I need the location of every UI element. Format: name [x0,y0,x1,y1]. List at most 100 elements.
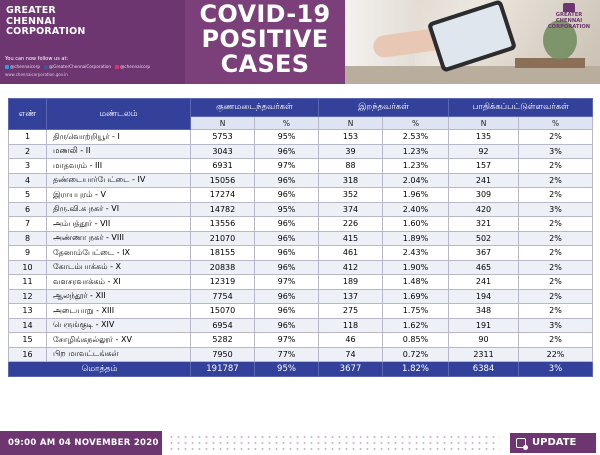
header-zone: மண்டலம் [46,98,191,130]
corporation-logo: GREATER CHENNAI CORPORATION [542,3,596,30]
row-dth-pct: 1.89% [381,230,450,246]
row-rec-n: 7950 [190,346,255,362]
row-zone: அம்பத்தூர் - VII [46,216,191,232]
row-rec-n: 14782 [190,201,255,217]
total-dth-pct: 1.82% [381,361,450,377]
row-dth-pct: 1.90% [381,259,450,275]
row-rec-n: 17274 [190,187,255,203]
total-row: மொத்தம் 191787 95% 3677 1.82% 6384 3% [8,361,594,377]
row-dth-n: 118 [318,317,383,333]
row-rec-pct: 96% [254,187,319,203]
row-act-n: 194 [448,288,520,304]
row-rec-pct: 95% [254,201,319,217]
social-twitter[interactable]: @chennaicorp [5,64,40,69]
table-row: 1 திருவொற்றியூர் - I 5753 95% 153 2.53% 135 2% [8,129,594,145]
row-dth-pct: 0.85% [381,332,450,348]
photo-plant [543,20,577,60]
row-zone: தண்டையார்பேட்டை - IV [46,172,191,188]
header-active: பாதிக்கப்பட்டுள்ளவர்கள் [448,98,594,117]
row-act-pct: 2% [518,216,594,232]
update-button[interactable]: UPDATE [510,433,596,453]
facebook-handle: @GreaterChennaiCorporation [49,64,112,69]
social-instagram[interactable]: @chennaicorp [115,64,150,69]
table-row: 3 மாதவரம் - III 6931 97% 88 1.23% 157 2% [8,158,594,174]
update-label: UPDATE [532,437,577,448]
row-zone: திரு.வி.க நகர் - VI [46,201,191,217]
row-dth-pct: 1.75% [381,303,450,319]
row-dth-pct: 1.48% [381,274,450,290]
row-dth-pct: 1.23% [381,158,450,174]
row-dth-n: 352 [318,187,383,203]
corporation-logo-icon [563,3,575,12]
row-act-pct: 2% [518,245,594,261]
row-rec-n: 12319 [190,274,255,290]
row-rec-n: 13556 [190,216,255,232]
header-banner: GREATER CHENNAI CORPORATION You can now … [0,0,600,84]
twitter-handle: @chennaicorp [10,64,41,69]
row-dth-pct: 0.72% [381,346,450,362]
row-zone: பெருங்குடி - XIV [46,317,191,333]
logo-line-2: CHENNAI [555,17,583,24]
row-rec-n: 15056 [190,172,255,188]
tablet-icon [426,0,518,73]
row-rec-pct: 97% [254,332,319,348]
row-zone: ஆலந்தூர் - XII [46,288,191,304]
row-act-pct: 2% [518,288,594,304]
row-zone: கோடம்பாக்கம் - X [46,259,191,275]
row-dth-n: 88 [318,158,383,174]
follow-us-text: You can now follow us at: [5,56,69,62]
row-rec-n: 7754 [190,288,255,304]
row-dth-n: 137 [318,288,383,304]
row-no: 10 [8,259,47,275]
page-title: COVID-19 POSITIVE CASES [185,2,345,77]
row-zone: தேனாம்பேட்டை - IX [46,245,191,261]
row-no: 8 [8,230,47,246]
tablet-screen [431,4,513,68]
table-row: 8 அண்ணா நகர் - VIII 21070 96% 415 1.89% 502 2% [8,230,594,246]
row-no: 9 [8,245,47,261]
row-dth-pct: 1.23% [381,143,450,159]
social-facebook[interactable]: @GreaterChennaiCorporation [44,64,111,69]
row-dth-pct: 1.60% [381,216,450,232]
total-act-n: 6384 [448,361,520,377]
logo-line-3: CORPORATION [547,23,591,30]
title-line-3: CASES [220,50,310,78]
website-url[interactable]: www.chennaicorporation.gov.in [5,72,68,77]
row-rec-n: 15070 [190,303,255,319]
total-dth-n: 3677 [318,361,383,377]
row-act-pct: 2% [518,129,594,145]
row-no: 15 [8,332,47,348]
row-dth-n: 153 [318,129,383,145]
row-dth-n: 46 [318,332,383,348]
row-rec-n: 6931 [190,158,255,174]
row-rec-pct: 96% [254,245,319,261]
row-rec-pct: 97% [254,274,319,290]
dot-pattern [168,434,500,452]
row-rec-pct: 96% [254,288,319,304]
table-row: 16 பிற மாவட்டங்கள் 7950 77% 74 0.72% 2311 22% [8,346,594,362]
header-photo: GREATER CHENNAI CORPORATION [345,0,600,84]
table-row: 13 அடையாறு - XIII 15070 96% 275 1.75% 348 2% [8,303,594,319]
table-row: 7 அம்பத்தூர் - VII 13556 96% 226 1.60% 321 2% [8,216,594,232]
row-rec-pct: 96% [254,216,319,232]
row-act-n: 241 [448,172,520,188]
row-rec-pct: 95% [254,129,319,145]
update-icon [516,438,528,450]
row-rec-pct: 96% [254,317,319,333]
row-zone: மாதவரம் - III [46,158,191,174]
row-dth-n: 461 [318,245,383,261]
corporation-name: GREATER CHENNAI CORPORATION [6,5,86,38]
row-rec-n: 18155 [190,245,255,261]
row-zone: சோழிங்கநல்லூர் - XV [46,332,191,348]
header-left-panel: GREATER CHENNAI CORPORATION You can now … [0,0,185,84]
row-rec-pct: 96% [254,303,319,319]
photo-desk [345,66,600,84]
row-dth-n: 226 [318,216,383,232]
title-line-2: POSITIVE [201,25,329,53]
table-row: 5 இராயபுரம் - V 17274 96% 352 1.96% 309 2% [8,187,594,203]
table-row: 9 தேனாம்பேட்டை - IX 18155 96% 461 2.43% 367 2% [8,245,594,261]
row-rec-n: 6954 [190,317,255,333]
row-act-pct: 22% [518,346,594,362]
row-no: 1 [8,129,47,145]
total-label: மொத்தம் [8,361,191,377]
